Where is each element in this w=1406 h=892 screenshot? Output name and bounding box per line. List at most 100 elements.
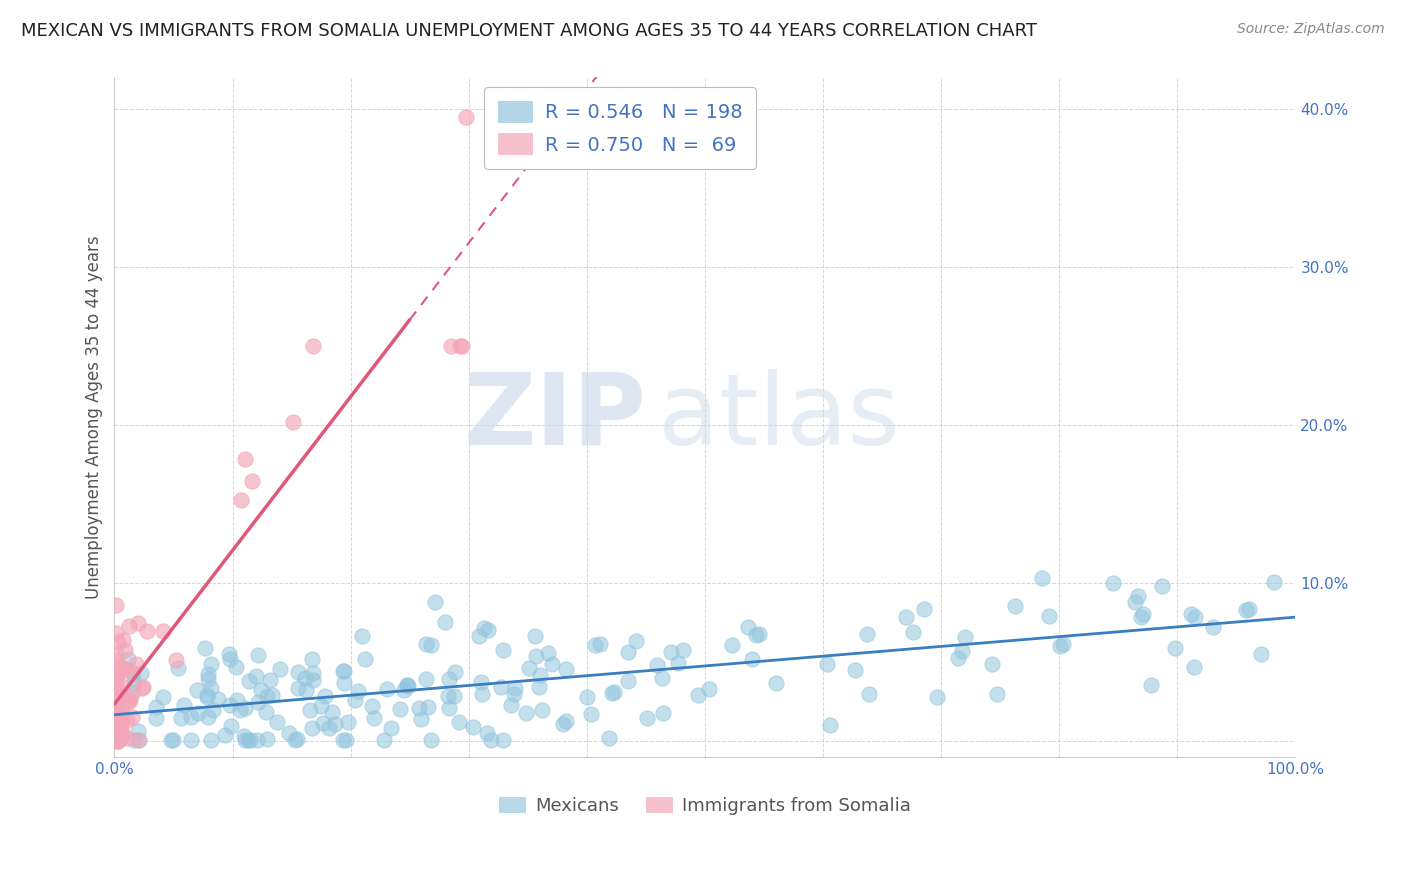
Point (332, 664, 354, 678)
Point (686, 688, 709, 702)
Point (411, 712, 433, 726)
Point (858, 687, 880, 701)
Point (107, 734, 129, 748)
Point (200, 657, 222, 672)
Point (246, 732, 269, 747)
Point (901, 625, 924, 640)
Point (314, 690, 336, 704)
Point (396, 678, 419, 692)
Point (537, 646, 560, 660)
Point (111, 728, 134, 742)
Point (104, 695, 127, 709)
Point (472, 621, 495, 635)
Point (600, 686, 623, 700)
Point (1164, 640, 1187, 655)
Point (617, 674, 640, 689)
Point (301, 652, 323, 666)
Point (266, 715, 288, 730)
Point (104, 598, 127, 612)
Point (652, 706, 675, 721)
Point (225, 659, 247, 673)
Point (554, 714, 576, 728)
Point (219, 698, 242, 712)
Point (1132, 607, 1154, 622)
Point (107, 634, 129, 648)
Point (287, 665, 309, 679)
Point (737, 620, 759, 634)
Point (425, 595, 447, 609)
Point (110, 731, 132, 745)
Point (818, 718, 841, 732)
Point (233, 732, 256, 747)
Point (107, 734, 129, 748)
Point (312, 716, 335, 731)
Point (200, 732, 222, 747)
Point (451, 339, 474, 353)
Point (239, 732, 262, 747)
Point (135, 624, 157, 638)
Point (295, 682, 318, 697)
Point (1180, 607, 1202, 621)
Point (318, 721, 340, 735)
Text: atlas: atlas (658, 368, 900, 466)
Point (104, 734, 127, 748)
Point (105, 704, 128, 718)
Point (104, 707, 127, 722)
Point (302, 673, 325, 687)
Point (214, 728, 236, 742)
Point (515, 706, 537, 720)
Point (118, 663, 141, 677)
Point (527, 680, 550, 694)
Point (104, 730, 127, 744)
Point (1152, 578, 1174, 592)
Point (115, 713, 138, 727)
Point (333, 676, 356, 690)
Point (720, 638, 742, 652)
Point (122, 732, 145, 747)
Point (114, 642, 136, 657)
Point (946, 651, 969, 665)
Point (624, 634, 647, 648)
Point (238, 732, 260, 747)
Point (110, 729, 132, 743)
Point (530, 703, 553, 717)
Point (197, 667, 219, 681)
Point (437, 690, 460, 704)
Point (127, 723, 149, 738)
Text: Source: ZipAtlas.com: Source: ZipAtlas.com (1237, 22, 1385, 37)
Point (129, 666, 152, 681)
Point (672, 643, 695, 657)
Point (104, 730, 127, 744)
Point (477, 623, 499, 637)
Point (107, 728, 129, 742)
Point (194, 641, 217, 656)
Point (517, 660, 540, 674)
Point (247, 648, 270, 662)
Point (104, 729, 127, 743)
Point (575, 690, 598, 705)
Point (335, 732, 357, 747)
Point (603, 685, 626, 699)
Point (354, 652, 377, 666)
Point (180, 732, 202, 747)
Point (579, 706, 602, 721)
Point (218, 647, 240, 661)
Point (336, 714, 359, 729)
Point (162, 732, 184, 747)
Point (912, 601, 935, 615)
Point (104, 688, 127, 702)
Point (108, 720, 131, 734)
Point (1102, 576, 1125, 591)
Point (104, 693, 127, 707)
Point (105, 670, 128, 684)
Point (1038, 609, 1060, 624)
Point (125, 657, 148, 671)
Point (950, 644, 973, 658)
Point (927, 690, 949, 704)
Text: MEXICAN VS IMMIGRANTS FROM SOMALIA UNEMPLOYMENT AMONG AGES 35 TO 44 YEARS CORREL: MEXICAN VS IMMIGRANTS FROM SOMALIA UNEMP… (21, 22, 1038, 40)
Point (112, 633, 135, 648)
Point (415, 673, 437, 687)
Point (415, 637, 437, 651)
Point (408, 700, 430, 714)
Point (1052, 637, 1074, 651)
